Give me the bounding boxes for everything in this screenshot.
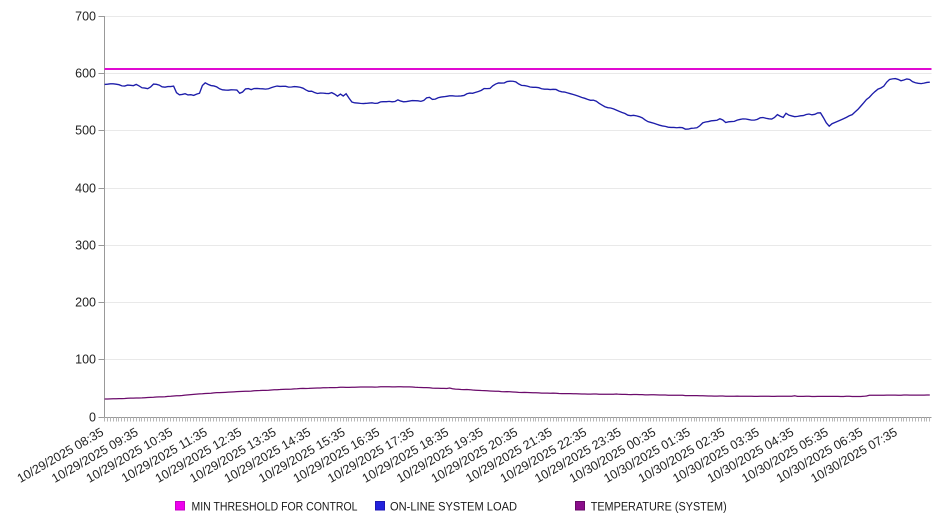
svg-text:TEMPERATURE (SYSTEM): TEMPERATURE (SYSTEM): [591, 502, 727, 514]
svg-text:600: 600: [75, 66, 96, 80]
svg-text:400: 400: [75, 181, 96, 195]
svg-text:0: 0: [89, 410, 96, 424]
svg-text:700: 700: [75, 9, 96, 23]
svg-text:300: 300: [75, 238, 96, 252]
svg-text:MIN THRESHOLD FOR CONTROL: MIN THRESHOLD FOR CONTROL: [192, 502, 359, 514]
svg-text:ON-LINE SYSTEM LOAD: ON-LINE SYSTEM LOAD: [390, 502, 517, 514]
svg-text:500: 500: [75, 123, 96, 137]
svg-text:200: 200: [75, 295, 96, 309]
svg-text:100: 100: [75, 352, 96, 366]
